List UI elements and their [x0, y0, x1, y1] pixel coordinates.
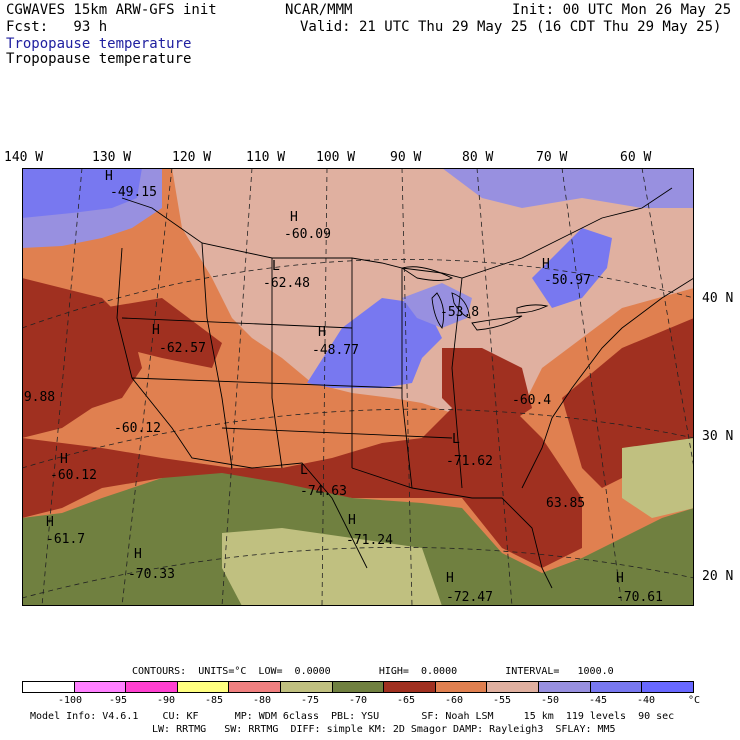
- extremum-label: -50.97: [544, 273, 591, 288]
- extremum-label: -60.09: [284, 227, 331, 242]
- extremum-label: H: [446, 571, 454, 586]
- lon-label: 60 W: [620, 150, 652, 165]
- extremum-label: H: [134, 547, 142, 562]
- extremum-label: -62.48: [263, 276, 310, 291]
- field-band-65: [102, 298, 222, 368]
- colorbar-label: -70: [348, 695, 368, 706]
- colorbar-label: -100: [57, 695, 83, 706]
- extremum-label: -74.63: [300, 484, 347, 499]
- field-band-45: [22, 168, 142, 218]
- colorbar-label: -75: [300, 695, 320, 706]
- extremum-label: -60.12: [50, 468, 97, 483]
- extremum-label: H: [46, 515, 54, 530]
- field-band-80: [622, 438, 694, 518]
- model-title: CGWAVES 15km ARW-GFS init: [6, 2, 217, 18]
- extremum-label: L: [272, 259, 280, 274]
- lon-label: 90 W: [390, 150, 422, 165]
- colorbar-swatch: [487, 682, 540, 692]
- colorbar-label: -45: [588, 695, 608, 706]
- lat-label: 30 N: [702, 429, 734, 444]
- lon-label: 140 W: [4, 150, 44, 165]
- extremum-label: H: [542, 257, 550, 272]
- extremum-label: L: [452, 432, 460, 447]
- extremum-label: -71.62: [446, 454, 493, 469]
- colorbar: [22, 681, 694, 693]
- lon-label: 100 W: [316, 150, 356, 165]
- lat-label: 20 N: [702, 569, 734, 584]
- colorbar-label: -65: [396, 695, 416, 706]
- field-title-primary: Tropopause temperature: [6, 36, 192, 52]
- colorbar-swatch: [384, 682, 436, 692]
- colorbar-label: -80: [252, 695, 272, 706]
- colorbar-units: °C: [687, 695, 701, 706]
- extremum-label: -71.24: [346, 533, 393, 548]
- lon-label: 80 W: [462, 150, 494, 165]
- colorbar-label: -95: [108, 695, 128, 706]
- field-band-65: [22, 388, 582, 568]
- colorbar-swatch: [177, 682, 230, 692]
- extremum-label: -72.47: [446, 590, 493, 605]
- model-info-line-1: Model Info: V4.6.1 CU: KF MP: WDM 6class…: [30, 711, 675, 722]
- field-band-45: [307, 298, 442, 388]
- extremum-label: H: [318, 325, 326, 340]
- colorbar-swatch: [332, 682, 385, 692]
- extremum-label: H: [616, 571, 624, 586]
- graticule: [22, 168, 694, 606]
- extremum-label: H: [105, 169, 113, 184]
- center-label: NCAR/MMM: [285, 2, 353, 18]
- political-boundaries: [116, 187, 694, 589]
- colorbar-label: -55: [492, 695, 512, 706]
- map-frame: [22, 168, 694, 606]
- colorbar-label: -90: [156, 695, 176, 706]
- extremum-label: -62.57: [159, 341, 206, 356]
- colorbar-swatch: [539, 682, 591, 692]
- colorbar-swatch: [74, 682, 127, 692]
- extremum-label: L: [300, 463, 308, 478]
- extremum-label: -61.7: [46, 532, 85, 547]
- extremum-label: 63.85: [546, 496, 585, 511]
- colorbar-swatch: [642, 682, 693, 692]
- lon-label: 120 W: [172, 150, 212, 165]
- colorbar-swatch: [23, 682, 75, 692]
- field-band-65: [442, 348, 532, 428]
- colorbar-swatch: [229, 682, 282, 692]
- colorbar-label: -85: [204, 695, 224, 706]
- colorbar-swatch: [126, 682, 178, 692]
- extremum-label: H: [290, 210, 298, 225]
- extremum-label: -48.77: [312, 343, 359, 358]
- init-time: Init: 00 UTC Mon 26 May 25: [512, 2, 732, 18]
- model-info-line-2: LW: RRTMG SW: RRTMG DIFF: simple KM: 2D …: [152, 724, 616, 735]
- extremum-label: H: [60, 452, 68, 467]
- tropopause-temperature-map: H -49.15 H -60.09 L -62.48 H -50.97 H -6…: [22, 168, 694, 606]
- extremum-label: H: [152, 323, 160, 338]
- colorbar-label: -40: [636, 695, 656, 706]
- colorbar-swatch: [435, 682, 488, 692]
- great-lakes: [400, 266, 549, 331]
- colorbar-swatch: [281, 682, 333, 692]
- forecast-hour: Fcst: 93 h: [6, 19, 108, 35]
- extremum-label: -53.8: [440, 305, 479, 320]
- colorbar-label: -60: [444, 695, 464, 706]
- valid-time: Valid: 21 UTC Thu 29 May 25 (16 CDT Thu …: [300, 19, 722, 35]
- field-band-45: [532, 228, 612, 308]
- colorbar-label: -50: [540, 695, 560, 706]
- colorbar-swatch: [590, 682, 643, 692]
- extremum-label: -60.12: [114, 421, 161, 436]
- field-title-secondary: Tropopause temperature: [6, 51, 192, 67]
- lon-label: 70 W: [536, 150, 568, 165]
- field-band-50: [442, 168, 694, 208]
- extremum-label: -70.33: [128, 567, 175, 582]
- extremum-label: -70.61: [616, 590, 663, 605]
- lat-label: 40 N: [702, 291, 734, 306]
- extremum-label: 59.88: [22, 390, 55, 405]
- contour-info: CONTOURS: UNITS=°C LOW= 0.0000 HIGH= 0.0…: [132, 666, 614, 677]
- lon-label: 110 W: [246, 150, 286, 165]
- extremum-label: -49.15: [110, 185, 157, 200]
- lon-label: 130 W: [92, 150, 132, 165]
- extremum-label: H: [348, 513, 356, 528]
- extremum-label: -60.4: [512, 393, 551, 408]
